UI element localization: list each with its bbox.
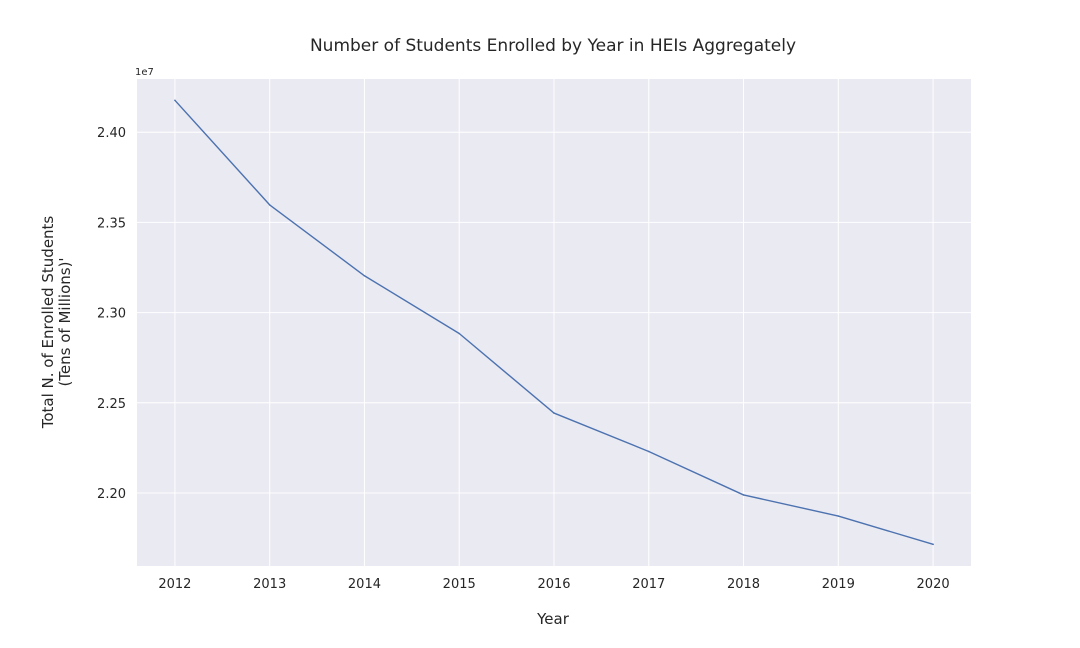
data-point xyxy=(742,494,745,496)
y-tick-label: 2.20 xyxy=(97,487,126,502)
data-point xyxy=(647,450,650,453)
y-tick-label: 2.35 xyxy=(97,216,126,231)
x-tick-label: 2016 xyxy=(537,577,570,592)
grid-lines xyxy=(137,79,971,566)
x-tick-label: 2012 xyxy=(158,577,191,592)
x-tick-label: 2013 xyxy=(253,577,286,592)
x-tick-label: 2018 xyxy=(727,577,760,592)
y-tick-label: 2.30 xyxy=(97,307,126,322)
data-point xyxy=(553,412,555,414)
chart-title: Number of Students Enrolled by Year in H… xyxy=(310,36,796,56)
x-tick-label: 2019 xyxy=(822,577,855,592)
x-axis-label: Year xyxy=(536,610,570,628)
data-point xyxy=(932,543,934,546)
y-axis-label-line-2: (Tens of Millions)' xyxy=(56,257,74,386)
data-point xyxy=(363,274,366,277)
x-tick-label: 2014 xyxy=(348,577,381,592)
x-tick-label: 2015 xyxy=(443,577,476,592)
data-point xyxy=(268,204,271,206)
y-axis-label: Total N. of Enrolled Students (Tens of M… xyxy=(39,216,74,430)
series-layer xyxy=(174,99,934,546)
data-point xyxy=(174,99,176,102)
data-point xyxy=(837,515,840,517)
x-tick-labels: 2012 2013 2014 2015 2016 2017 2018 2019 2020 xyxy=(158,577,949,592)
x-tick-label: 2017 xyxy=(632,577,665,592)
y-axis-label-line-1: Total N. of Enrolled Students xyxy=(39,216,57,430)
y-tick-labels: 2.20 2.25 2.30 2.35 2.40 xyxy=(97,126,126,502)
x-tick-label: 2020 xyxy=(917,577,950,592)
y-axis-offset-label: 1e7 xyxy=(135,67,154,78)
data-point xyxy=(458,332,461,335)
y-tick-label: 2.40 xyxy=(97,126,126,141)
y-tick-label: 2.25 xyxy=(97,397,126,412)
